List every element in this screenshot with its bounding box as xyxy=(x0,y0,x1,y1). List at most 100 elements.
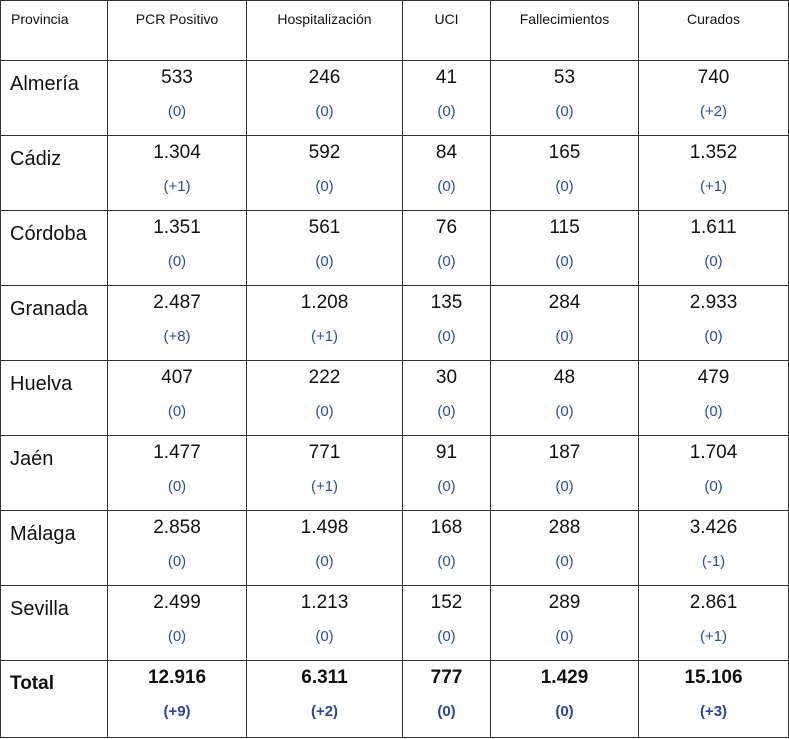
cell-uci: 152 (0) xyxy=(402,585,491,661)
pcr-positivo-value: 2.487 xyxy=(153,292,201,313)
table-row: Sevilla 2.499 (0) 1.213 (0) 152 (0) 289 (0) 2.861… xyxy=(0,585,789,661)
pcr-positivo-delta: (+1) xyxy=(163,178,191,195)
cell-content: 6.311 (+2) xyxy=(247,661,402,721)
hospitalizacion-value: 561 xyxy=(308,217,341,238)
pcr-positivo-delta: (0) xyxy=(167,478,187,495)
cell-fallecimientos: 48 (0) xyxy=(490,360,639,436)
cell-hospitalizacion: 592 (0) xyxy=(246,135,403,211)
header-hospitalizacion: Hospitalización xyxy=(246,0,403,61)
province-name: Cádiz xyxy=(0,135,108,211)
hospitalizacion-value: 6.311 xyxy=(301,667,348,688)
cell-pcr-positivo: 2.499 (0) xyxy=(107,585,247,661)
cell-curados: 740 (+2) xyxy=(638,60,789,136)
cell-content: 115 (0) xyxy=(491,211,638,271)
cell-content: 30 (0) xyxy=(403,361,490,421)
cell-content: 2.499 (0) xyxy=(108,586,246,646)
hospitalizacion-delta: (0) xyxy=(315,628,334,645)
hospitalizacion-delta: (0) xyxy=(315,553,334,570)
curados-value: 2.861 xyxy=(689,592,738,613)
cell-content: 288 (0) xyxy=(491,511,638,571)
cell-content: 479 (0) xyxy=(639,361,788,421)
pcr-positivo-delta: (0) xyxy=(167,628,187,645)
province-name: Almería xyxy=(0,60,108,136)
pcr-positivo-value: 2.858 xyxy=(153,517,201,538)
cell-hospitalizacion: 771 (+1) xyxy=(246,435,403,511)
cell-content: 48 (0) xyxy=(491,361,638,421)
fallecimientos-value: 284 xyxy=(548,292,581,313)
cell-uci: 76 (0) xyxy=(402,210,491,286)
pcr-positivo-value: 407 xyxy=(161,367,193,388)
cell-uci: 91 (0) xyxy=(402,435,491,511)
cell-content: 740 (+2) xyxy=(639,61,788,121)
pcr-positivo-delta: (+9) xyxy=(163,703,191,720)
uci-delta: (0) xyxy=(437,403,456,420)
province-name: Málaga xyxy=(0,510,108,586)
fallecimientos-value: 165 xyxy=(548,142,581,163)
province-name: Córdoba xyxy=(0,210,108,286)
uci-delta: (0) xyxy=(437,178,456,195)
hospitalizacion-delta: (0) xyxy=(315,178,334,195)
hospitalizacion-value: 592 xyxy=(308,142,341,163)
cell-curados: 479 (0) xyxy=(638,360,789,436)
curados-value: 3.426 xyxy=(689,517,738,538)
cell-curados: 15.106 (+3) xyxy=(638,660,789,738)
hospitalizacion-value: 1.213 xyxy=(300,592,349,613)
uci-delta: (0) xyxy=(437,553,456,570)
total-label: Total xyxy=(0,660,108,738)
cell-uci: 84 (0) xyxy=(402,135,491,211)
curados-value: 1.352 xyxy=(689,142,738,163)
cell-hospitalizacion: 561 (0) xyxy=(246,210,403,286)
cell-pcr-positivo: 533 (0) xyxy=(107,60,247,136)
curados-delta: (+2) xyxy=(699,103,728,120)
hospitalizacion-delta: (+1) xyxy=(310,328,339,345)
cell-pcr-positivo: 2.487 (+8) xyxy=(107,285,247,361)
curados-delta: (+1) xyxy=(699,178,728,195)
cell-fallecimientos: 1.429 (0) xyxy=(490,660,639,738)
province-name: Granada xyxy=(0,285,108,361)
cell-content: 135 (0) xyxy=(403,286,490,346)
cell-content: 1.208 (+1) xyxy=(247,286,402,346)
cell-fallecimientos: 53 (0) xyxy=(490,60,639,136)
fallecimientos-value: 48 xyxy=(553,367,576,388)
header-row: Provincia PCR Positivo Hospitalización U… xyxy=(0,0,789,61)
uci-delta: (0) xyxy=(437,253,456,270)
hospitalizacion-value: 1.498 xyxy=(300,517,349,538)
curados-delta: (-1) xyxy=(701,553,726,570)
cell-content: 2.933 (0) xyxy=(639,286,788,346)
curados-value: 1.611 xyxy=(690,217,737,238)
fallecimientos-delta: (0) xyxy=(555,628,574,645)
cell-content: 3.426 (-1) xyxy=(639,511,788,571)
fallecimientos-delta: (0) xyxy=(555,328,574,345)
cell-uci: 135 (0) xyxy=(402,285,491,361)
hospitalizacion-value: 246 xyxy=(308,67,341,88)
fallecimientos-value: 1.429 xyxy=(540,667,589,688)
fallecimientos-delta: (0) xyxy=(555,478,574,495)
table-header: Provincia PCR Positivo Hospitalización U… xyxy=(0,0,789,61)
table-row: Huelva 407 (0) 222 (0) 30 (0) 48 (0) 479 (0) xyxy=(0,360,789,436)
uci-value: 30 xyxy=(435,367,458,388)
cell-content: 2.487 (+8) xyxy=(108,286,246,346)
cell-curados: 2.861 (+1) xyxy=(638,585,789,661)
hospitalizacion-delta: (0) xyxy=(315,253,334,270)
cell-hospitalizacion: 1.213 (0) xyxy=(246,585,403,661)
cell-content: 407 (0) xyxy=(108,361,246,421)
cell-content: 2.858 (0) xyxy=(108,511,246,571)
pcr-positivo-delta: (0) xyxy=(167,103,187,120)
curados-value: 15.106 xyxy=(684,667,743,688)
cell-content: 76 (0) xyxy=(403,211,490,271)
table-row: Córdoba 1.351 (0) 561 (0) 76 (0) 115 (0) 1.611 (0) xyxy=(0,210,789,286)
fallecimientos-delta: (0) xyxy=(555,178,574,195)
cell-content: 168 (0) xyxy=(403,511,490,571)
fallecimientos-delta: (0) xyxy=(555,703,574,720)
cell-content: 284 (0) xyxy=(491,286,638,346)
uci-value: 152 xyxy=(430,592,463,613)
cell-pcr-positivo: 1.304 (+1) xyxy=(107,135,247,211)
uci-value: 91 xyxy=(435,442,458,463)
pcr-positivo-delta: (0) xyxy=(167,253,187,270)
curados-delta: (+1) xyxy=(699,628,728,645)
pcr-positivo-value: 2.499 xyxy=(153,592,201,613)
curados-value: 479 xyxy=(697,367,730,388)
fallecimientos-value: 53 xyxy=(553,67,576,88)
cell-content: 777 (0) xyxy=(403,661,490,721)
